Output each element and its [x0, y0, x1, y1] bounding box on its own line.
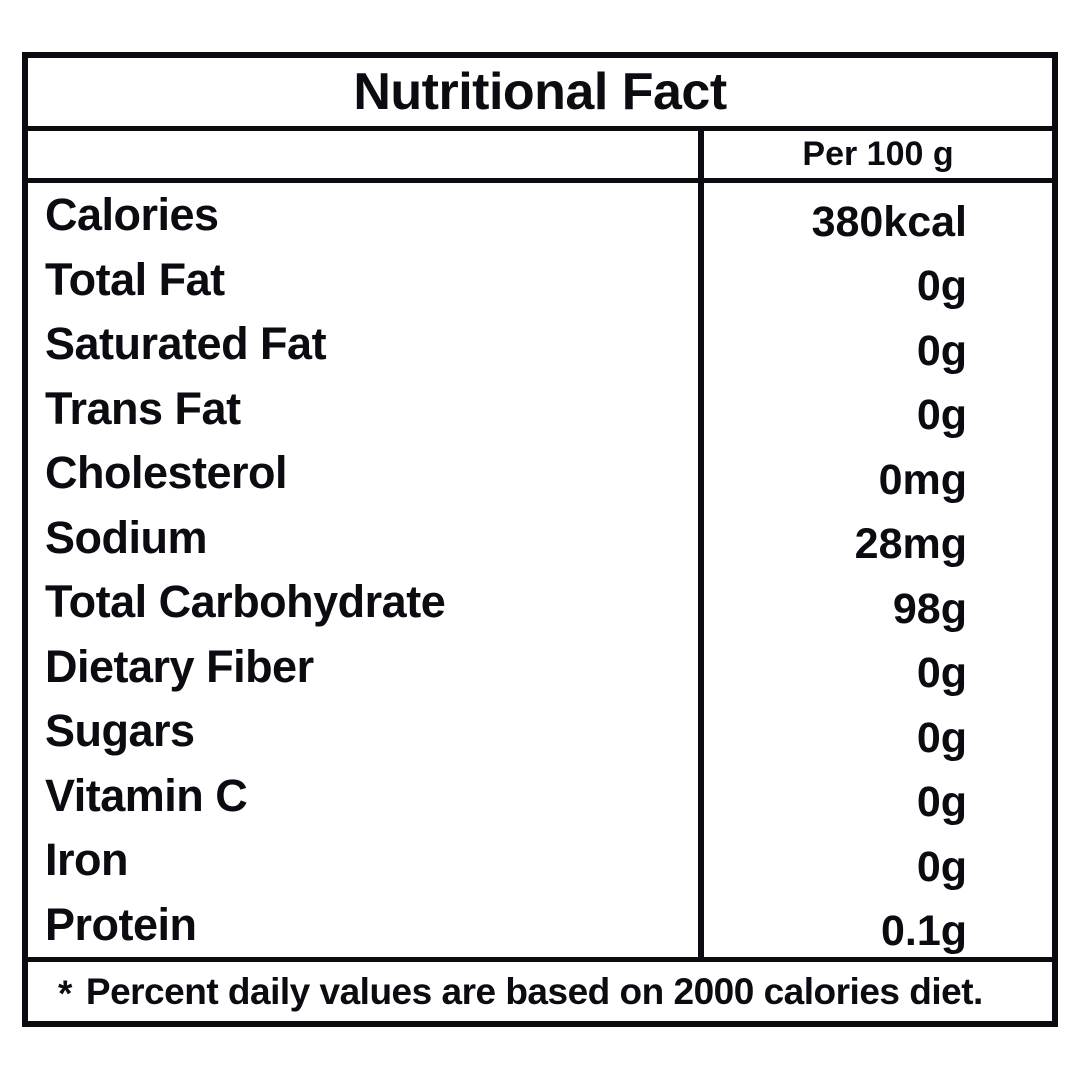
table-row: Vitamin C 0g [28, 763, 1052, 829]
nutrient-value: 0.1g [880, 907, 967, 956]
nutrient-value-cell: 0g [698, 376, 1052, 441]
nutrient-name: Protein [45, 898, 197, 950]
nutrient-value-cell: 0g [698, 247, 1052, 312]
nutrient-name-cell: Trans Fat [28, 377, 698, 442]
label-title-row: Nutritional Fact [28, 58, 1052, 131]
nutrient-name-cell: Total Fat [28, 248, 698, 313]
nutrient-name: Vitamin C [45, 769, 248, 821]
nutrient-name-cell: Sodium [28, 506, 698, 571]
asterisk-marker: * [58, 972, 72, 1014]
column-header-row: Per 100 g [28, 131, 1052, 183]
nutrient-name: Sugars [45, 705, 195, 757]
nutrient-name: Trans Fat [45, 382, 241, 434]
nutrient-name: Iron [45, 834, 129, 886]
nutrition-facts-label: Nutritional Fact Per 100 g Calories 380k… [22, 52, 1058, 1027]
value-column-header-cell: Per 100 g [698, 131, 1052, 178]
table-row: Calories 380kcal [28, 183, 1052, 248]
table-row: Protein 0.1g [28, 892, 1052, 958]
nutrient-value: 0g [916, 778, 967, 827]
nutrient-value: 0g [916, 326, 967, 375]
nutrient-value: 0g [916, 713, 967, 762]
footnote-text: Percent daily values are based on 2000 c… [85, 970, 983, 1012]
nutrient-name-cell: Dietary Fiber [28, 635, 698, 700]
footnote: * Percent daily values are based on 2000… [28, 957, 1052, 1021]
nutrient-name-cell: Total Carbohydrate [28, 570, 698, 635]
nutrient-value: 380kcal [811, 197, 967, 246]
table-row: Trans Fat 0g [28, 376, 1052, 442]
table-row: Cholesterol 0mg [28, 441, 1052, 506]
nutrient-value-cell: 0mg [698, 441, 1052, 506]
nutrient-value-cell: 0g [698, 699, 1052, 764]
nutrient-name: Sodium [45, 511, 208, 563]
table-row: Total Fat 0g [28, 247, 1052, 313]
nutrient-name: Cholesterol [45, 447, 288, 499]
nutrient-name-cell: Sugars [28, 699, 698, 764]
nutrient-value-cell: 0.1g [698, 892, 1052, 957]
nutrient-value-cell: 0g [698, 634, 1052, 699]
label-title: Nutritional Fact [353, 63, 727, 121]
nutrient-value: 0g [916, 262, 967, 311]
table-row: Saturated Fat 0g [28, 312, 1052, 377]
nutrient-value: 0g [916, 391, 967, 440]
value-column-header: Per 100 g [802, 135, 954, 173]
nutrient-value: 0g [916, 649, 967, 698]
nutrient-value: 0mg [878, 455, 967, 504]
nutrient-name: Calories [45, 189, 219, 241]
nutrient-name-cell: Saturated Fat [28, 312, 698, 377]
table-row: Iron 0g [28, 828, 1052, 893]
nutrient-value: 28mg [854, 520, 967, 569]
nutrient-value-cell: 98g [698, 570, 1052, 635]
nutrient-name-cell: Cholesterol [28, 441, 698, 506]
nutrient-name-cell: Protein [28, 893, 698, 958]
nutrient-name: Saturated Fat [45, 318, 327, 370]
nutrient-column-header-empty [28, 131, 698, 178]
nutrient-name: Dietary Fiber [45, 640, 314, 692]
nutrient-name: Total Fat [45, 253, 225, 305]
nutrient-value-cell: 0g [698, 312, 1052, 377]
nutrient-name-cell: Iron [28, 828, 698, 893]
table-row: Sodium 28mg [28, 505, 1052, 571]
nutrient-value-cell: 0g [698, 763, 1052, 828]
nutrient-name-cell: Vitamin C [28, 764, 698, 829]
nutrient-value: 0g [916, 842, 967, 891]
nutrient-value-cell: 380kcal [698, 183, 1052, 248]
nutrient-value: 98g [892, 584, 967, 633]
nutrient-name-cell: Calories [28, 183, 698, 248]
nutrient-value-cell: 0g [698, 828, 1052, 893]
table-row: Total Carbohydrate 98g [28, 570, 1052, 635]
nutrition-rows: Calories 380kcal Total Fat 0g Saturated … [28, 183, 1052, 957]
table-row: Dietary Fiber 0g [28, 634, 1052, 700]
nutrient-value-cell: 28mg [698, 505, 1052, 570]
table-row: Sugars 0g [28, 699, 1052, 764]
nutrient-name: Total Carbohydrate [45, 576, 446, 628]
